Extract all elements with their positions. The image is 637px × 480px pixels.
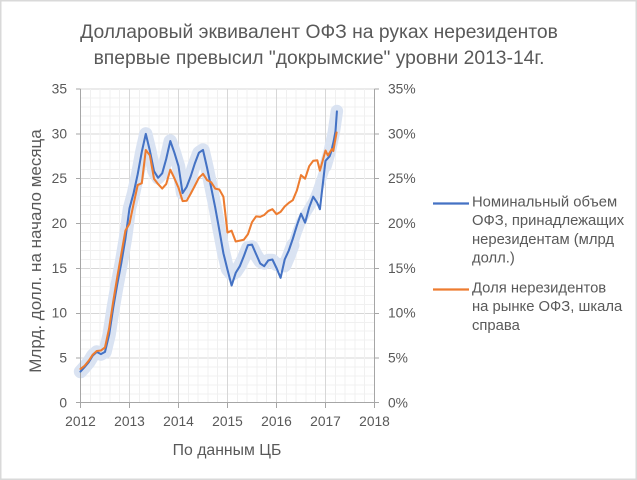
svg-text:Доля нерезидентов: Доля нерезидентов (472, 280, 606, 296)
svg-text:нерезидентам (млрд: нерезидентам (млрд (472, 232, 614, 248)
svg-text:Номинальный объем: Номинальный объем (472, 194, 617, 210)
svg-text:5: 5 (59, 351, 67, 366)
svg-text:2015: 2015 (212, 414, 243, 429)
svg-text:долл.): долл.) (472, 251, 515, 267)
svg-text:0%: 0% (388, 395, 408, 410)
svg-text:35: 35 (52, 81, 68, 96)
svg-text:2014: 2014 (163, 414, 194, 429)
svg-text:30: 30 (52, 126, 68, 141)
svg-text:15%: 15% (388, 261, 416, 276)
svg-text:25: 25 (52, 171, 68, 186)
svg-text:2016: 2016 (261, 414, 292, 429)
svg-text:35%: 35% (388, 81, 416, 96)
svg-text:10: 10 (52, 306, 68, 321)
svg-text:на рынке ОФЗ, шкала: на рынке ОФЗ, шкала (472, 299, 623, 315)
svg-text:10%: 10% (388, 306, 416, 321)
svg-text:впервые превысил "докрымские": впервые превысил "докрымские" уровни 201… (94, 48, 545, 69)
svg-text:Долларовый эквивалент ОФЗ на р: Долларовый эквивалент ОФЗ на руках нерез… (80, 22, 558, 43)
svg-text:0: 0 (59, 395, 67, 410)
svg-text:ОФЗ, принадлежащих: ОФЗ, принадлежащих (472, 213, 625, 229)
svg-text:20: 20 (52, 216, 68, 231)
svg-text:По данным ЦБ: По данным ЦБ (173, 442, 282, 459)
svg-text:2018: 2018 (359, 414, 390, 429)
svg-text:2017: 2017 (310, 414, 341, 429)
svg-text:30%: 30% (388, 126, 416, 141)
svg-text:20%: 20% (388, 216, 416, 231)
svg-text:5%: 5% (388, 351, 408, 366)
svg-text:2013: 2013 (114, 414, 145, 429)
svg-text:25%: 25% (388, 171, 416, 186)
svg-text:Млрд. долл. на начало месяца: Млрд. долл. на начало месяца (26, 129, 45, 373)
svg-text:справа: справа (472, 318, 521, 334)
svg-text:15: 15 (52, 261, 68, 276)
svg-text:2012: 2012 (65, 414, 96, 429)
